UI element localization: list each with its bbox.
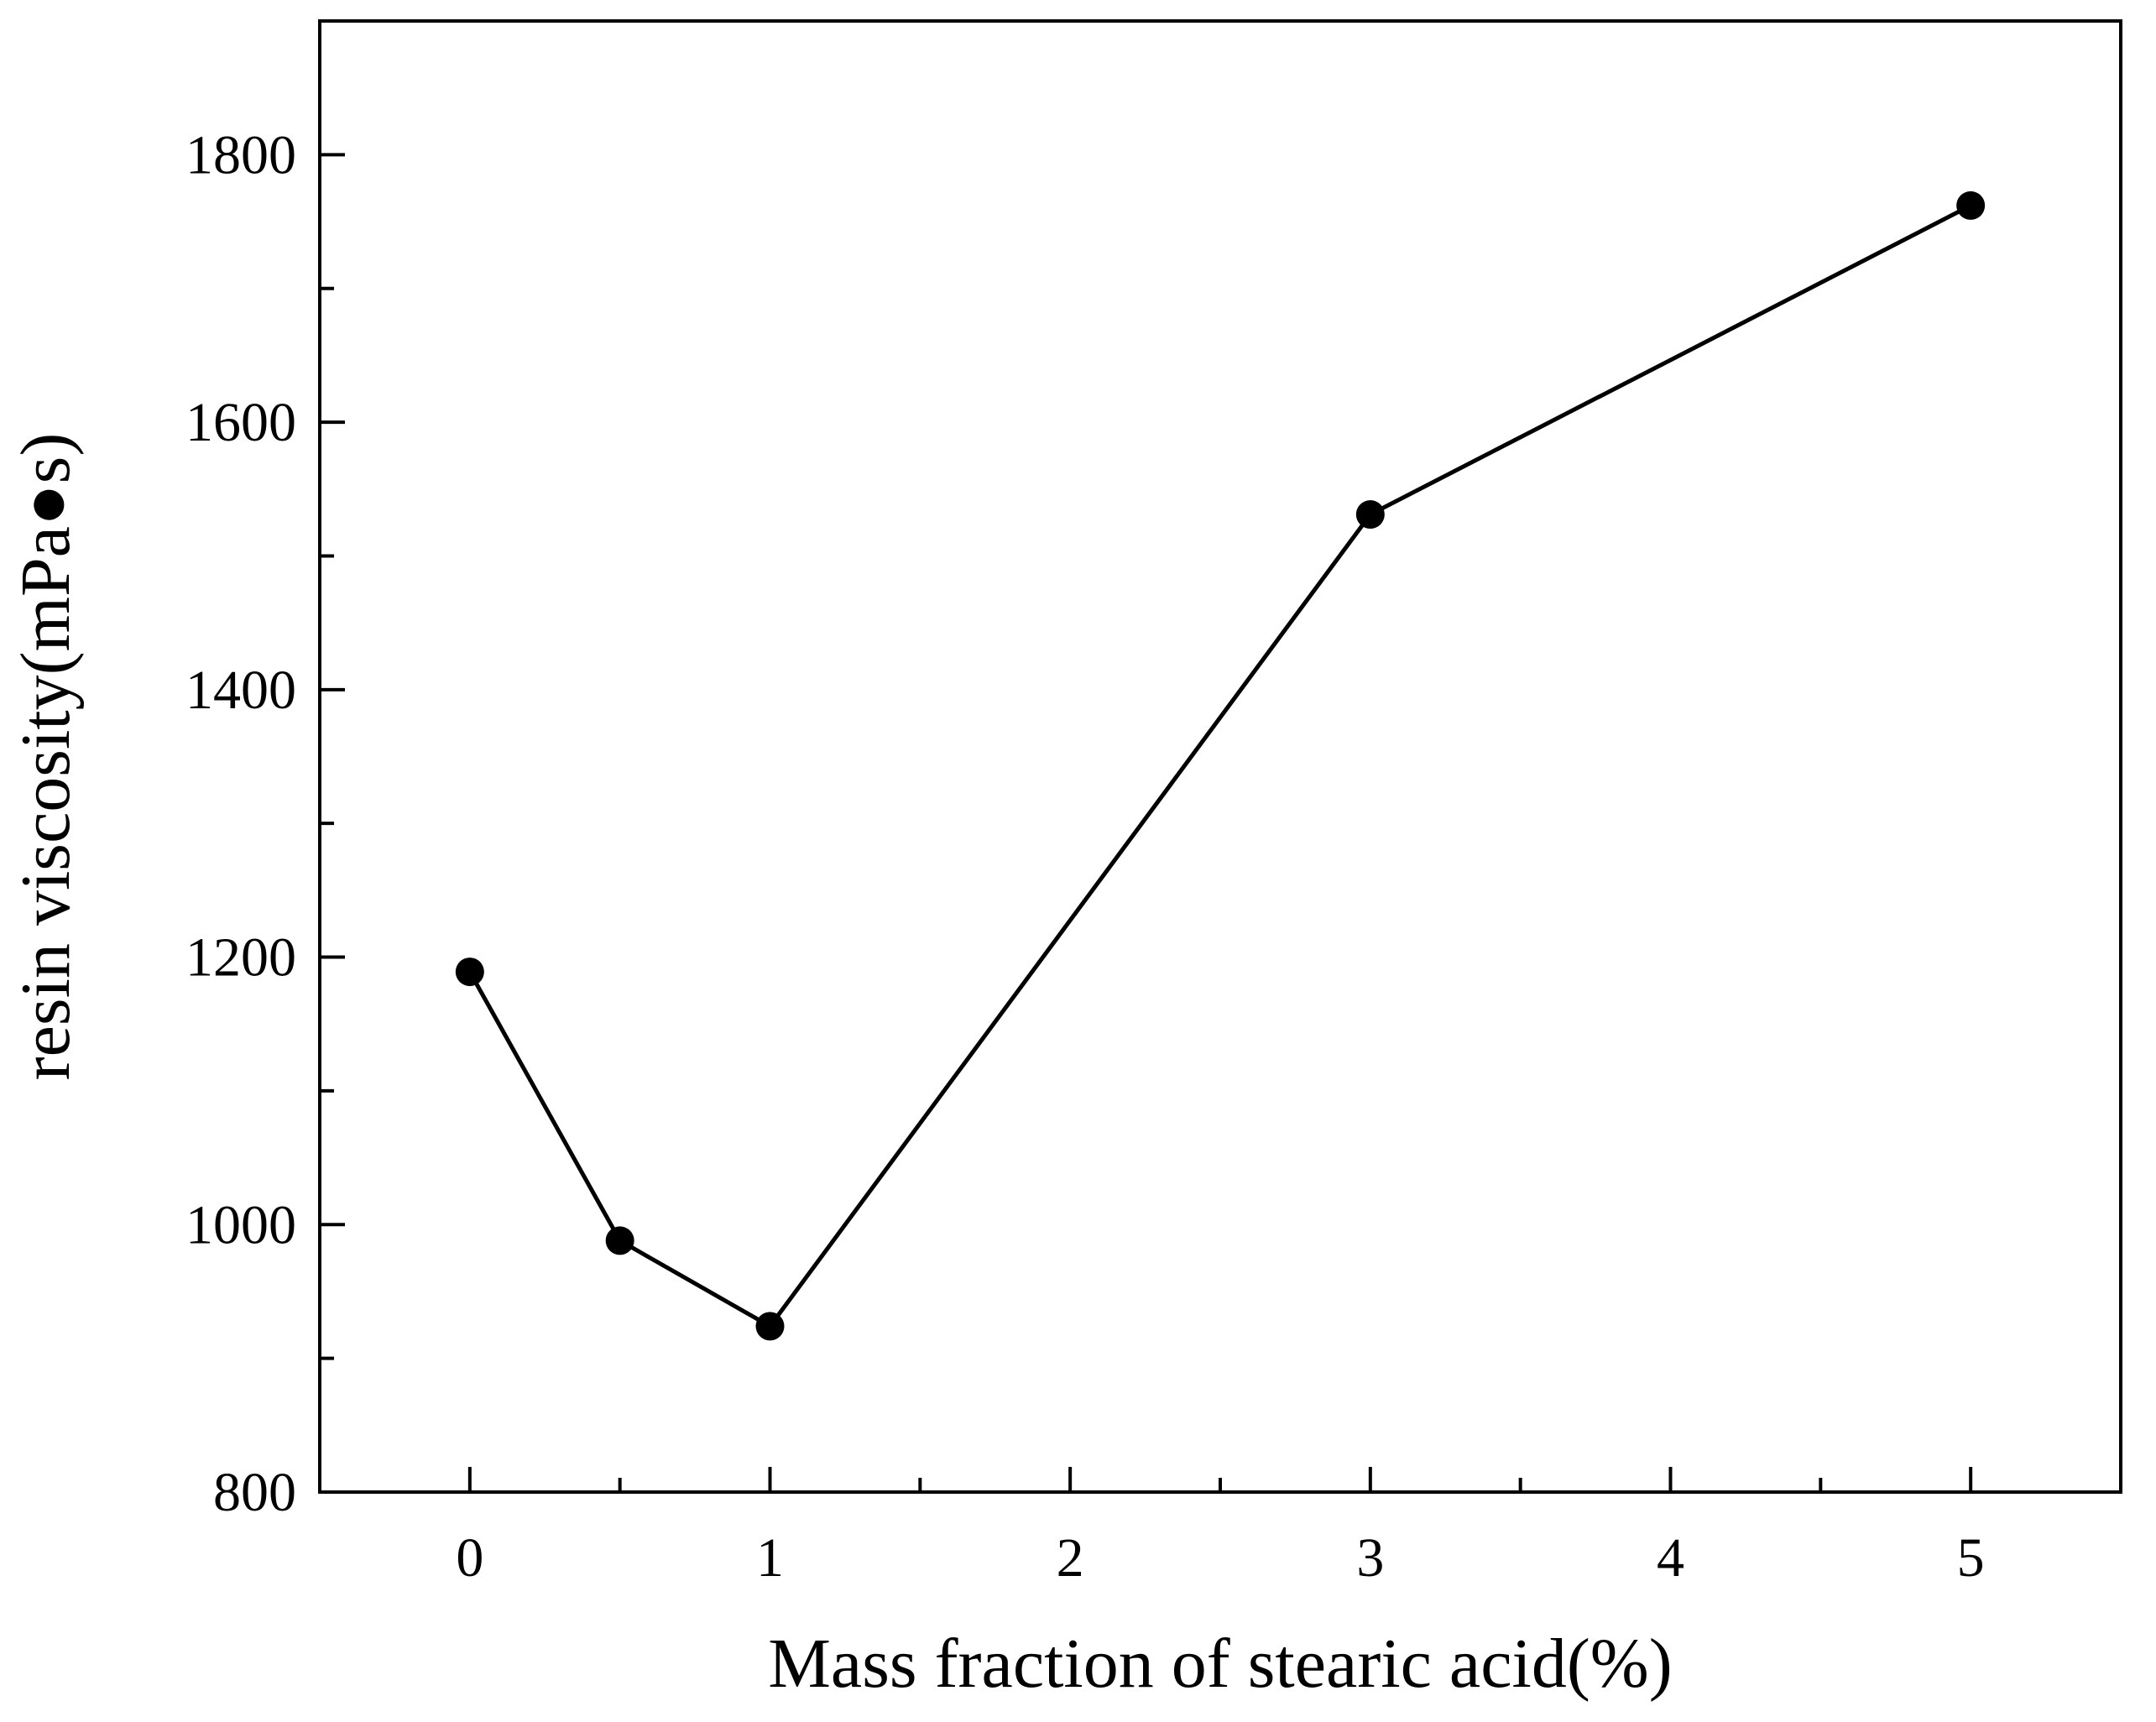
axes-layer [318,19,2122,1494]
y-tick-label: 1600 [185,392,296,453]
data-point [1355,500,1385,530]
data-point [455,958,484,987]
x-tick-label: 2 [1057,1527,1084,1589]
x-tick-label: 3 [1356,1527,1384,1589]
y-axis-title: resin viscosity(mPa●s) [7,433,85,1081]
plot-frame [318,19,2122,1494]
y-tick-label: 1400 [185,660,296,721]
data-point [605,1226,634,1255]
ticks-layer: 0 1 2 3 4 5 800 1000 1200 1400 1600 1800 [185,124,1985,1589]
x-tick-label: 4 [1657,1527,1684,1589]
x-tick-label: 0 [456,1527,483,1589]
y-tick-label: 1200 [185,927,296,989]
x-tick-label: 5 [1957,1527,1985,1589]
series-layer [455,190,1986,1341]
data-point [1956,190,1986,220]
data-point [755,1312,785,1341]
series-line [467,203,1972,1328]
x-tick-label: 1 [756,1527,784,1589]
y-tick-label: 1800 [185,124,296,185]
x-axis-title: Mass fraction of stearic acid(%) [768,1625,1673,1703]
y-tick-label: 800 [213,1462,296,1523]
y-tick-label: 1000 [185,1194,296,1255]
